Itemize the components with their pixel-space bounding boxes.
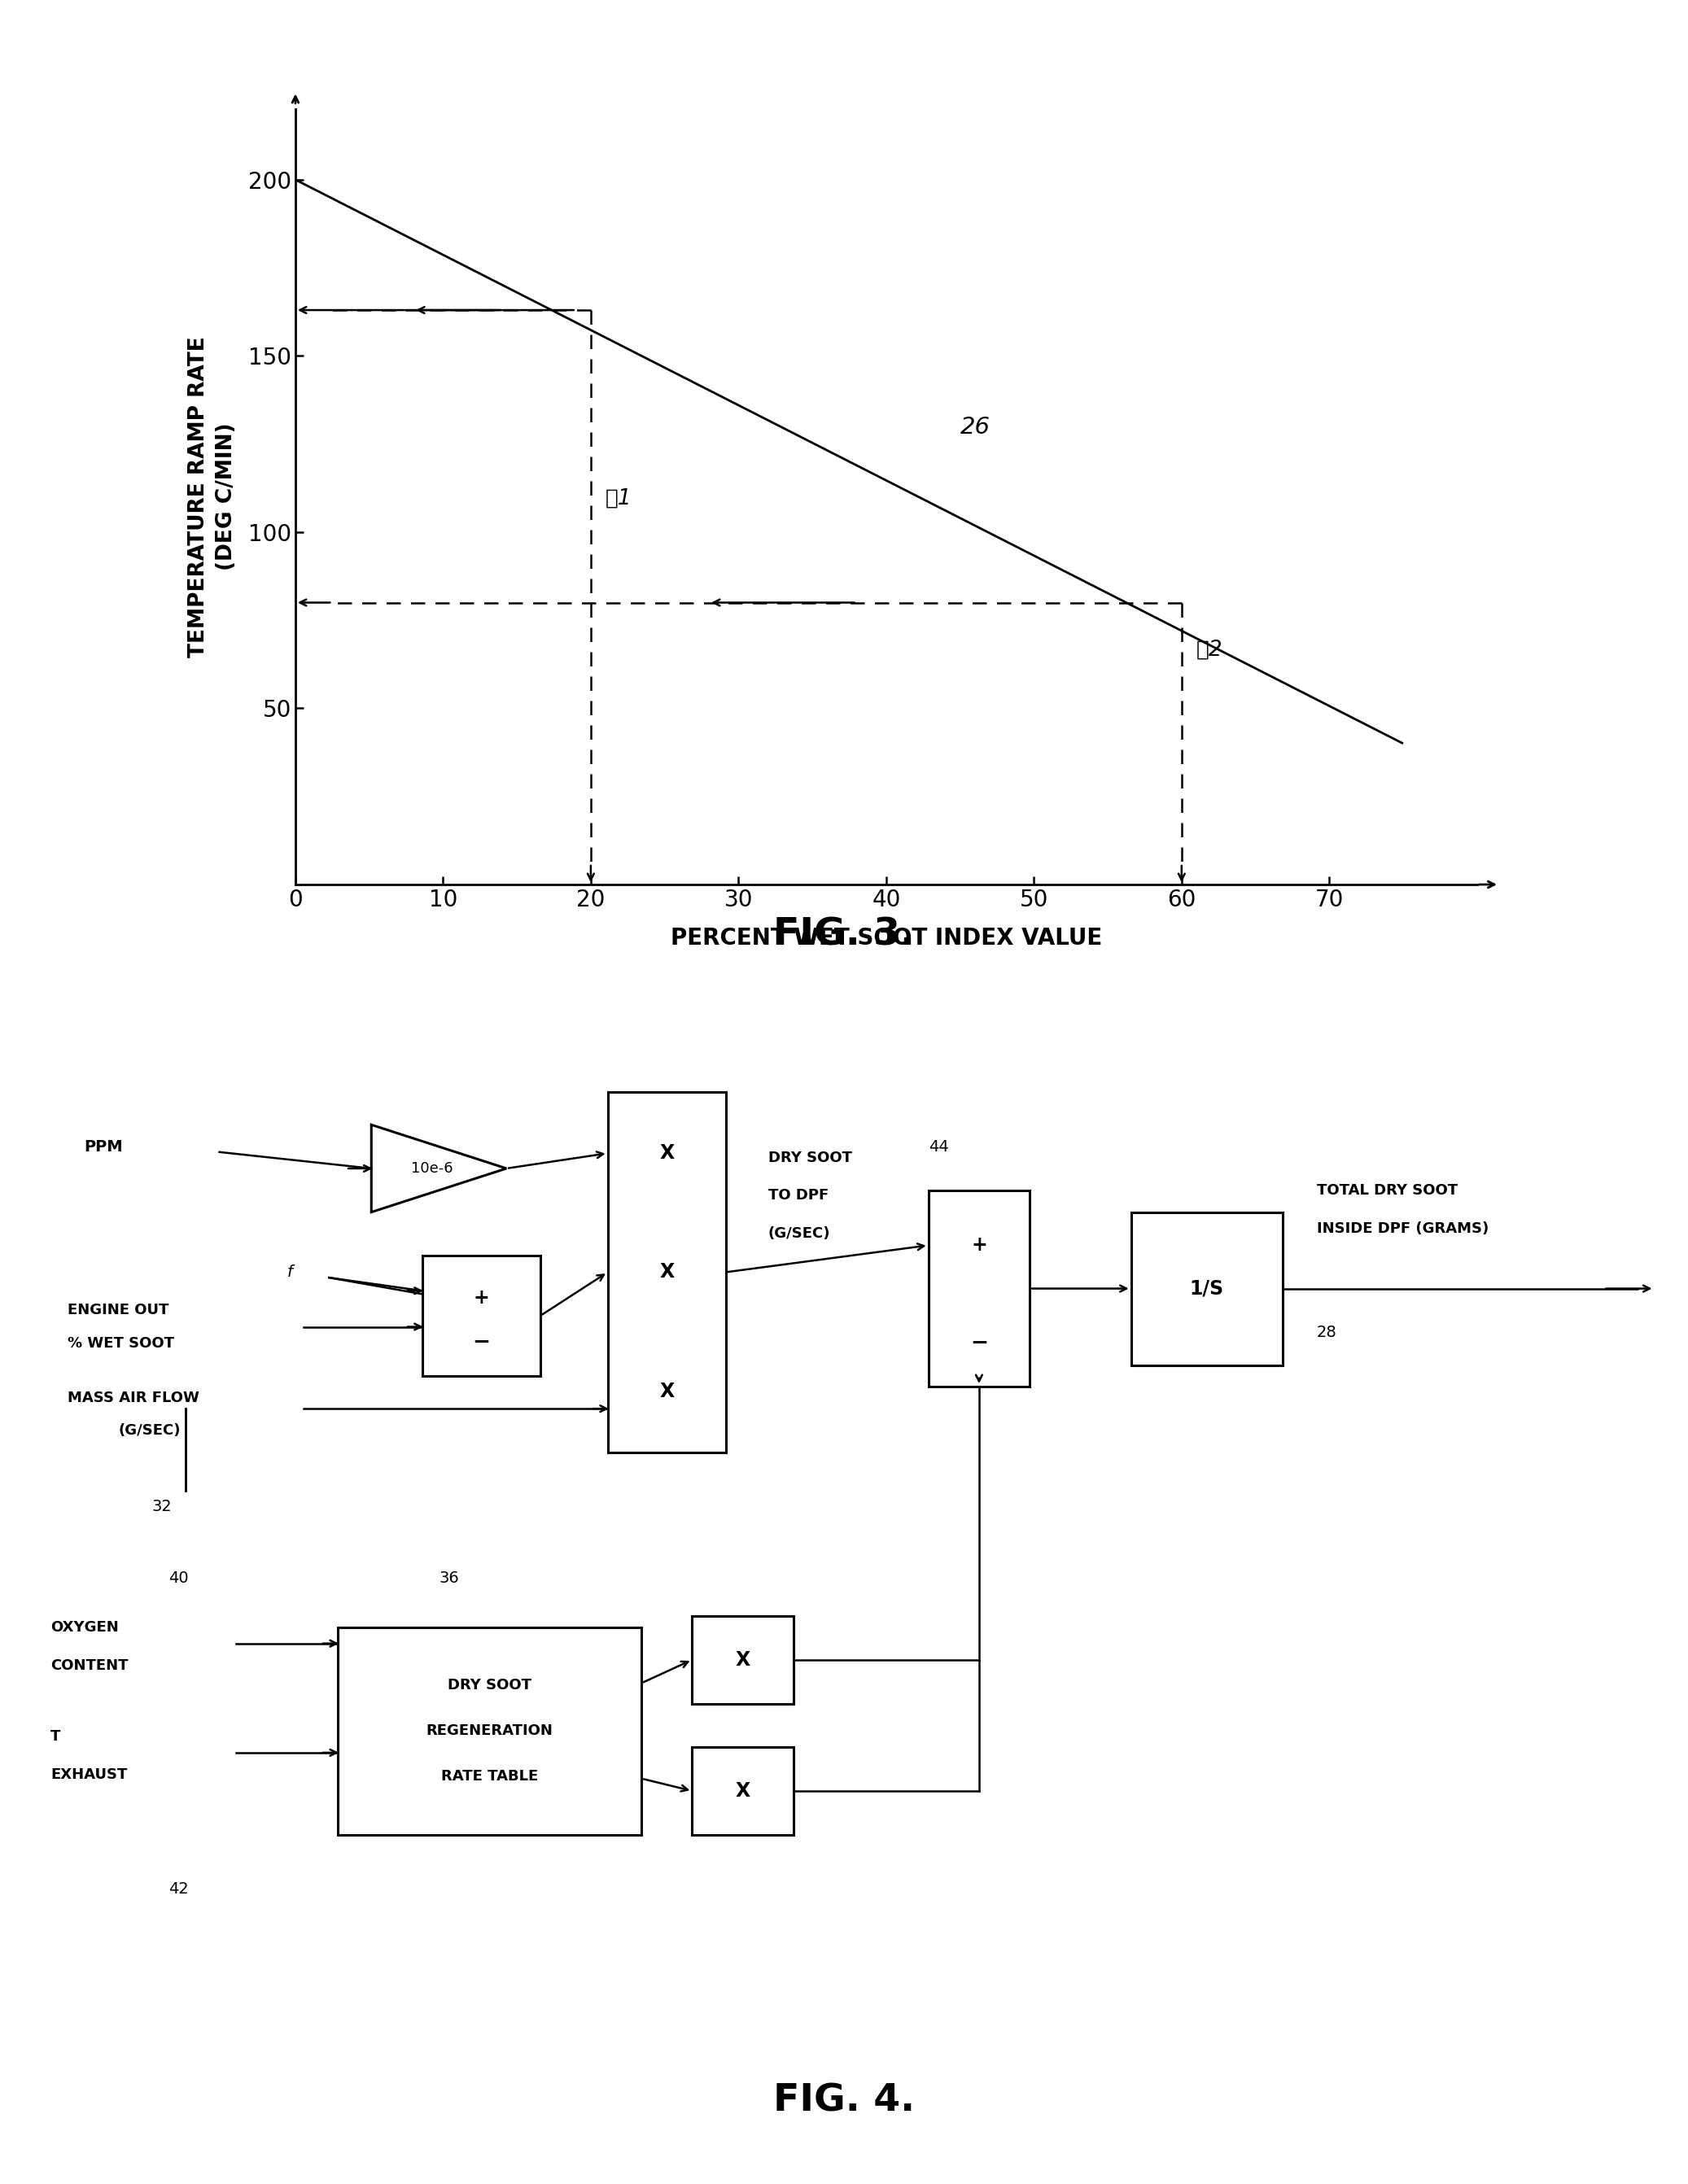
Text: 26: 26 [960,415,991,439]
Text: 40: 40 [169,1570,189,1586]
Text: PPM: PPM [84,1138,123,1155]
Text: −: − [473,1332,490,1352]
Text: T: T [51,1730,61,1743]
Text: FIG. 3.: FIG. 3. [773,917,915,952]
Text: 42: 42 [169,1880,189,1898]
Bar [692,1747,793,1835]
Text: DRY SOOT: DRY SOOT [768,1151,852,1164]
Text: +: + [971,1236,987,1256]
X-axis label: PERCENT WET SOOT INDEX VALUE: PERCENT WET SOOT INDEX VALUE [670,926,1102,950]
Text: ⸂1: ⸂1 [606,487,631,509]
Text: X: X [736,1651,749,1669]
Text: OXYGEN: OXYGEN [51,1621,118,1634]
Bar [608,1092,726,1452]
Text: TOTAL DRY SOOT: TOTAL DRY SOOT [1317,1184,1457,1197]
Text: X: X [660,1262,674,1282]
Bar [692,1616,793,1704]
Text: X: X [660,1380,674,1400]
Bar [1131,1212,1283,1365]
Text: EXHAUST: EXHAUST [51,1767,128,1782]
Bar [422,1256,540,1376]
Text: INSIDE DPF (GRAMS): INSIDE DPF (GRAMS) [1317,1221,1489,1236]
Text: +: + [473,1289,490,1308]
Text: 32: 32 [152,1498,172,1516]
Text: −: − [971,1332,987,1354]
Text: 36: 36 [439,1570,459,1586]
Text: RATE TABLE: RATE TABLE [441,1769,538,1784]
Text: ENGINE OUT: ENGINE OUT [68,1304,169,1317]
Text: 44: 44 [928,1138,949,1155]
Text: MASS AIR FLOW: MASS AIR FLOW [68,1391,199,1404]
Text: 10e-6: 10e-6 [412,1162,452,1175]
Text: 1/S: 1/S [1190,1280,1224,1297]
Y-axis label: TEMPERATURE RAMP RATE
(DEG C/MIN): TEMPERATURE RAMP RATE (DEG C/MIN) [187,336,236,657]
Text: % WET SOOT: % WET SOOT [68,1337,174,1350]
Text: REGENERATION: REGENERATION [425,1723,554,1738]
Text: X: X [660,1144,674,1164]
Text: TO DPF: TO DPF [768,1188,829,1203]
Text: FIG. 4.: FIG. 4. [773,2084,915,2118]
Bar [338,1627,641,1835]
Text: CONTENT: CONTENT [51,1658,128,1673]
Text: 28: 28 [1317,1324,1337,1341]
Text: (G/SEC): (G/SEC) [768,1227,830,1241]
Text: ⸂2: ⸂2 [1197,640,1222,660]
Text: DRY SOOT: DRY SOOT [447,1677,532,1693]
Text: (G/SEC): (G/SEC) [118,1424,181,1437]
Text: X: X [736,1782,749,1800]
Bar [928,1190,1030,1387]
Text: f: f [287,1265,292,1280]
